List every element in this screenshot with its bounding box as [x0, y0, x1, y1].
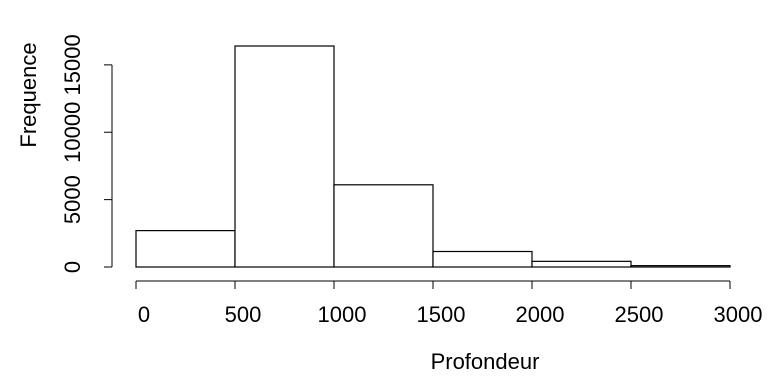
- x-tick-label: 1500: [417, 302, 466, 327]
- x-axis-title: Profondeur: [431, 349, 540, 374]
- x-tick-label: 1000: [318, 302, 367, 327]
- y-tick-label: 5000: [60, 175, 85, 224]
- x-tick-label: 500: [225, 302, 262, 327]
- y-tick-label: 15000: [60, 34, 85, 95]
- histogram-bar-3: [432, 250, 533, 268]
- histogram-bar-0: [135, 230, 236, 268]
- histogram-bar-5: [630, 265, 731, 268]
- histogram-bar-1: [234, 45, 335, 268]
- x-axis: 0 500 1000 1500 2000 2500 3000: [135, 280, 763, 327]
- y-tick-label: 0: [60, 261, 85, 273]
- x-tick-label: 3000: [714, 302, 763, 327]
- histogram-bars: [135, 45, 731, 268]
- y-axis-title: Frequence: [16, 42, 41, 147]
- y-axis: 0 5000 10000 15000: [60, 34, 113, 273]
- histogram-bar-2: [333, 184, 434, 268]
- y-tick-label: 10000: [60, 102, 85, 163]
- histogram-bar-4: [531, 260, 632, 268]
- x-tick-label: 2000: [516, 302, 565, 327]
- x-tick-label: 2500: [615, 302, 664, 327]
- x-tick-label: 0: [138, 302, 150, 327]
